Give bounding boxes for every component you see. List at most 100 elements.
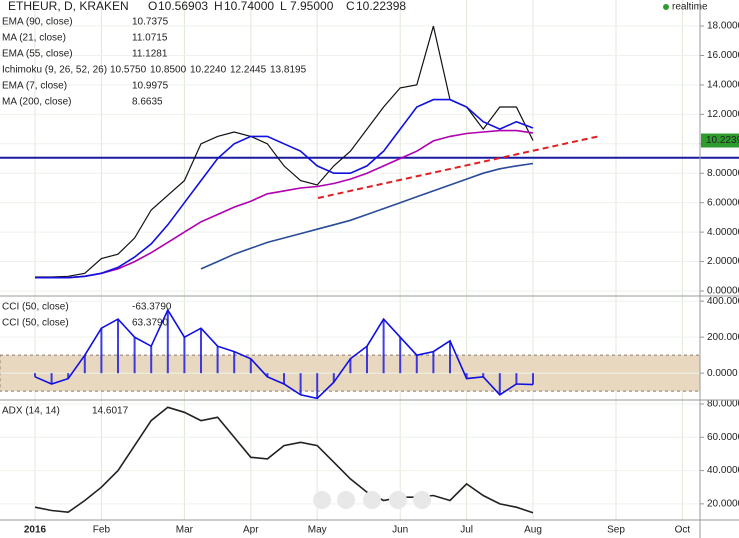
bar bbox=[200, 328, 202, 374]
bar bbox=[283, 373, 285, 384]
ohlc-value: 10.74000 bbox=[224, 0, 274, 13]
bar bbox=[332, 373, 335, 383]
y-tick-label: 0.00000 bbox=[707, 286, 739, 297]
legend-label: EMA (90, close) bbox=[2, 17, 73, 28]
y-tick-label: 20.0000 bbox=[707, 498, 739, 509]
y-tick-label: 18.00000 bbox=[707, 21, 739, 32]
legend-label: EMA (55, close) bbox=[2, 49, 73, 60]
x-tick-label: Mar bbox=[176, 525, 194, 536]
series-line bbox=[200, 162, 534, 270]
bar bbox=[133, 337, 136, 374]
ohlc-key: O bbox=[148, 0, 157, 13]
chart-title: ETHEUR, D, KRAKEN bbox=[8, 0, 129, 13]
legend-label: MA (200, close) bbox=[2, 97, 71, 108]
legend-value: 8.6635 bbox=[132, 97, 163, 108]
zoom-in-button[interactable] bbox=[389, 491, 407, 509]
bar bbox=[34, 373, 36, 377]
legend-value: 13.8195 bbox=[270, 65, 307, 76]
legend-label: Ichimoku (9, 26, 52, 26) bbox=[2, 65, 107, 76]
series-line bbox=[34, 406, 534, 514]
bar bbox=[183, 337, 186, 374]
bar bbox=[465, 373, 468, 379]
y-tick-label: 400.0000 bbox=[707, 296, 739, 307]
last-price-box bbox=[701, 133, 739, 148]
status-dot bbox=[663, 4, 669, 10]
legend-value: -63.3790 bbox=[132, 302, 172, 313]
y-tick-label: 8.00000 bbox=[707, 168, 739, 179]
series-line bbox=[35, 98, 534, 279]
legend-value: 14.6017 bbox=[92, 406, 129, 417]
ohlc-value: 10.22398 bbox=[356, 0, 406, 13]
last-price-label: 10.2239 bbox=[706, 135, 739, 146]
bar bbox=[432, 351, 435, 374]
bar bbox=[50, 373, 53, 384]
legend-value: 11.1281 bbox=[132, 49, 168, 60]
x-tick-label: Sep bbox=[607, 525, 625, 536]
bar bbox=[67, 373, 70, 379]
bar bbox=[216, 346, 219, 374]
ohlc-value: 7.95000 bbox=[290, 0, 334, 13]
x-tick-label: Feb bbox=[93, 525, 111, 536]
legend-label: MA (21, close) bbox=[2, 33, 66, 44]
bar bbox=[249, 358, 252, 374]
y-tick-label: 0.0000 bbox=[707, 368, 738, 379]
legend-value: 10.9975 bbox=[132, 81, 169, 92]
legend-value: 10.7375 bbox=[132, 17, 169, 28]
bar bbox=[100, 328, 103, 374]
bar bbox=[349, 358, 352, 374]
bar bbox=[166, 310, 169, 374]
trend-line bbox=[317, 135, 601, 199]
toolbar bbox=[313, 491, 431, 509]
zoom-out-button[interactable] bbox=[313, 491, 331, 509]
y-tick-label: 14.00000 bbox=[707, 80, 739, 91]
x-tick-label: Oct bbox=[675, 525, 691, 536]
y-tick-label: 80.0000 bbox=[707, 399, 739, 410]
y-tick-label: 4.00000 bbox=[707, 227, 739, 238]
x-tick-label: 2016 bbox=[24, 525, 47, 536]
bar bbox=[150, 346, 153, 374]
legend-label: EMA (7, close) bbox=[2, 81, 67, 92]
bar bbox=[532, 373, 534, 385]
bar bbox=[515, 373, 518, 384]
ohlc-value: 10.56903 bbox=[158, 0, 208, 13]
ohlc-key: L bbox=[280, 0, 287, 13]
series-line bbox=[35, 129, 534, 279]
x-tick-label: Jun bbox=[392, 525, 408, 536]
scroll-left-button[interactable] bbox=[337, 491, 355, 509]
scroll-right-button[interactable] bbox=[413, 491, 431, 509]
legend-label: CCI (50, close) bbox=[2, 302, 69, 313]
y-tick-label: 200.0000 bbox=[707, 332, 739, 343]
series-line bbox=[34, 308, 534, 400]
bar bbox=[299, 373, 302, 395]
y-tick-label: 2.00000 bbox=[707, 256, 739, 267]
bar bbox=[117, 319, 119, 374]
y-tick-label: 16.00000 bbox=[707, 50, 739, 61]
legend-value: 11.0715 bbox=[132, 33, 168, 44]
bar bbox=[449, 340, 451, 374]
ohlc-key: C bbox=[346, 0, 355, 13]
bar bbox=[83, 355, 86, 374]
legend-value: 12.2445 bbox=[230, 65, 267, 76]
y-tick-label: 40.0000 bbox=[707, 465, 739, 476]
reset-button[interactable] bbox=[363, 491, 381, 509]
y-tick-label: 12.00000 bbox=[707, 109, 739, 120]
bar bbox=[366, 346, 368, 374]
x-tick-label: May bbox=[308, 525, 327, 536]
bar bbox=[316, 373, 319, 399]
legend-label: ADX (14, 14) bbox=[2, 406, 60, 417]
legend-value: 10.5750 bbox=[110, 65, 147, 76]
legend-value: 10.8500 bbox=[150, 65, 187, 76]
y-tick-label: 60.0000 bbox=[707, 432, 739, 443]
bar bbox=[415, 355, 418, 374]
legend-value: 63.3790 bbox=[132, 318, 169, 329]
x-tick-label: Apr bbox=[243, 525, 259, 536]
bar bbox=[266, 373, 269, 377]
bar bbox=[382, 319, 385, 374]
legend-value: 10.2240 bbox=[190, 65, 227, 76]
x-tick-label: Jul bbox=[460, 525, 473, 536]
x-tick-label: Aug bbox=[524, 525, 542, 536]
bar bbox=[399, 337, 402, 374]
bar bbox=[482, 373, 485, 377]
